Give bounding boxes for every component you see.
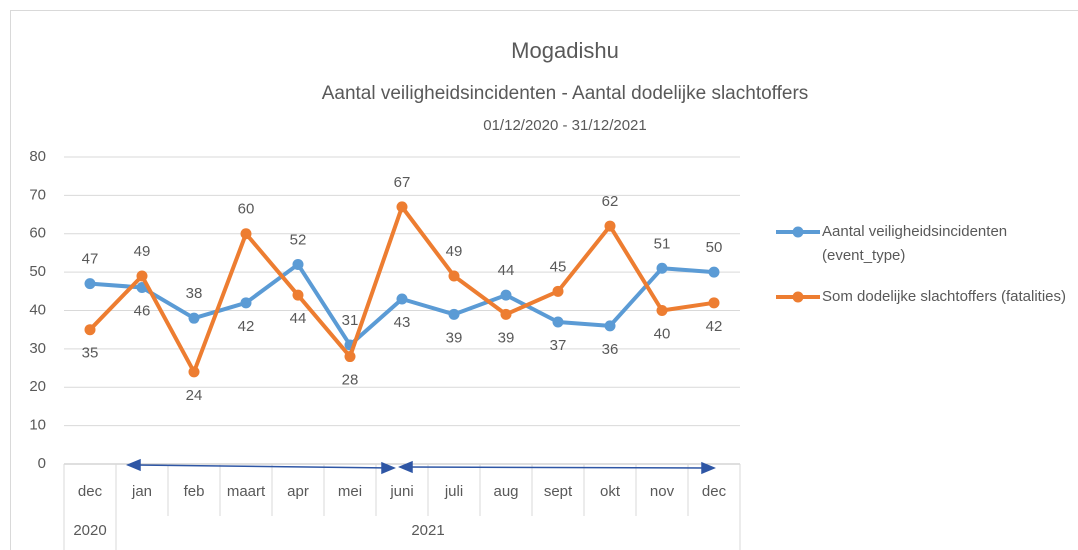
legend-item: Aantal veiligheidsincidenten (event_type… bbox=[776, 220, 1076, 270]
point bbox=[188, 312, 200, 324]
legend-marker bbox=[776, 291, 820, 303]
group-label: 2020 bbox=[73, 522, 106, 539]
data-label: 39 bbox=[446, 329, 463, 346]
point bbox=[84, 324, 96, 336]
point bbox=[708, 266, 720, 278]
chart-subtitle: Aantal veiligheidsincidenten - Aantal do… bbox=[322, 83, 809, 104]
point bbox=[396, 293, 408, 305]
legend-label: Aantal veiligheidsincidenten (event_type… bbox=[822, 223, 1008, 264]
data-label: 62 bbox=[602, 193, 619, 210]
point bbox=[84, 278, 96, 290]
point bbox=[552, 285, 564, 297]
y-tick-label: 0 bbox=[38, 455, 46, 472]
data-label: 49 bbox=[134, 243, 151, 260]
point bbox=[656, 305, 668, 316]
point bbox=[448, 270, 460, 282]
x-tick-label: sept bbox=[544, 483, 573, 500]
y-tick-label: 80 bbox=[29, 148, 46, 165]
chart-title: Mogadishu bbox=[511, 38, 619, 63]
point bbox=[500, 289, 512, 301]
legend-label: Som dodelijke slachtoffers (fatalities) bbox=[822, 288, 1066, 305]
group-label: 2021 bbox=[411, 522, 444, 539]
chart-border bbox=[10, 10, 1078, 550]
x-tick-label: jan bbox=[131, 483, 152, 500]
data-label: 49 bbox=[446, 243, 463, 260]
data-label: 42 bbox=[706, 318, 723, 335]
x-tick-label: juli bbox=[444, 483, 463, 500]
arrow-line bbox=[405, 466, 709, 469]
data-label: 24 bbox=[186, 387, 203, 404]
legend-dot bbox=[792, 291, 804, 303]
x-tick-label: dec bbox=[78, 483, 103, 500]
point bbox=[552, 316, 564, 328]
data-label: 38 bbox=[186, 285, 203, 302]
data-label: 31 bbox=[342, 312, 359, 329]
data-label: 40 bbox=[654, 325, 671, 342]
series-line bbox=[89, 262, 715, 348]
point bbox=[500, 308, 512, 320]
x-tick-label: aug bbox=[493, 483, 518, 500]
data-label: 43 bbox=[394, 314, 411, 331]
x-tick-label: dec bbox=[702, 483, 727, 500]
legend-marker bbox=[776, 226, 820, 238]
point bbox=[188, 366, 200, 378]
arrow-head bbox=[126, 458, 141, 472]
series-line bbox=[88, 204, 715, 374]
point bbox=[240, 297, 252, 309]
x-tick-label: feb bbox=[184, 483, 205, 500]
y-tick-label: 20 bbox=[29, 378, 46, 395]
point bbox=[292, 289, 304, 301]
y-tick-label: 60 bbox=[29, 225, 46, 242]
arrow-head bbox=[398, 460, 413, 474]
x-tick-label: nov bbox=[650, 483, 675, 500]
data-label: 45 bbox=[550, 258, 567, 275]
data-label: 67 bbox=[394, 174, 411, 191]
y-tick-label: 30 bbox=[29, 340, 46, 357]
x-tick-label: juni bbox=[389, 483, 413, 500]
data-label: 39 bbox=[498, 329, 515, 346]
x-tick-label: mei bbox=[338, 483, 362, 500]
data-label: 47 bbox=[82, 251, 99, 268]
period-arrows bbox=[126, 458, 716, 475]
data-label: 35 bbox=[82, 345, 99, 362]
data-label: 46 bbox=[134, 302, 151, 319]
arrow-line bbox=[134, 464, 389, 469]
data-label: 60 bbox=[238, 201, 255, 218]
x-tick-label: maart bbox=[227, 483, 266, 500]
point bbox=[604, 320, 616, 332]
data-label: 28 bbox=[342, 372, 359, 389]
y-tick-label: 70 bbox=[29, 186, 46, 203]
data-label: 42 bbox=[238, 318, 255, 335]
point bbox=[656, 262, 668, 274]
date-range: 01/12/2020 - 31/12/2021 bbox=[483, 117, 646, 134]
data-label: 37 bbox=[550, 337, 567, 354]
point bbox=[136, 270, 148, 282]
arrow-head bbox=[381, 461, 396, 475]
arrow-head bbox=[701, 461, 716, 475]
point bbox=[396, 201, 408, 213]
x-tick-label: okt bbox=[600, 483, 621, 500]
legend-item: Som dodelijke slachtoffers (fatalities) bbox=[776, 285, 1076, 335]
point bbox=[344, 351, 356, 363]
point bbox=[240, 228, 252, 240]
y-tick-label: 50 bbox=[29, 263, 46, 280]
data-label: 51 bbox=[654, 235, 671, 252]
y-tick-label: 40 bbox=[29, 301, 46, 318]
legend-dot bbox=[792, 226, 804, 238]
data-label: 44 bbox=[498, 262, 515, 279]
point bbox=[292, 258, 304, 270]
point bbox=[604, 220, 616, 232]
point bbox=[708, 297, 720, 309]
y-tick-label: 10 bbox=[29, 417, 46, 434]
point bbox=[448, 308, 460, 320]
data-label: 36 bbox=[602, 341, 619, 358]
data-label: 52 bbox=[290, 231, 307, 248]
data-label: 44 bbox=[290, 310, 307, 327]
x-tick-label: apr bbox=[287, 483, 309, 500]
data-label: 50 bbox=[706, 239, 723, 256]
